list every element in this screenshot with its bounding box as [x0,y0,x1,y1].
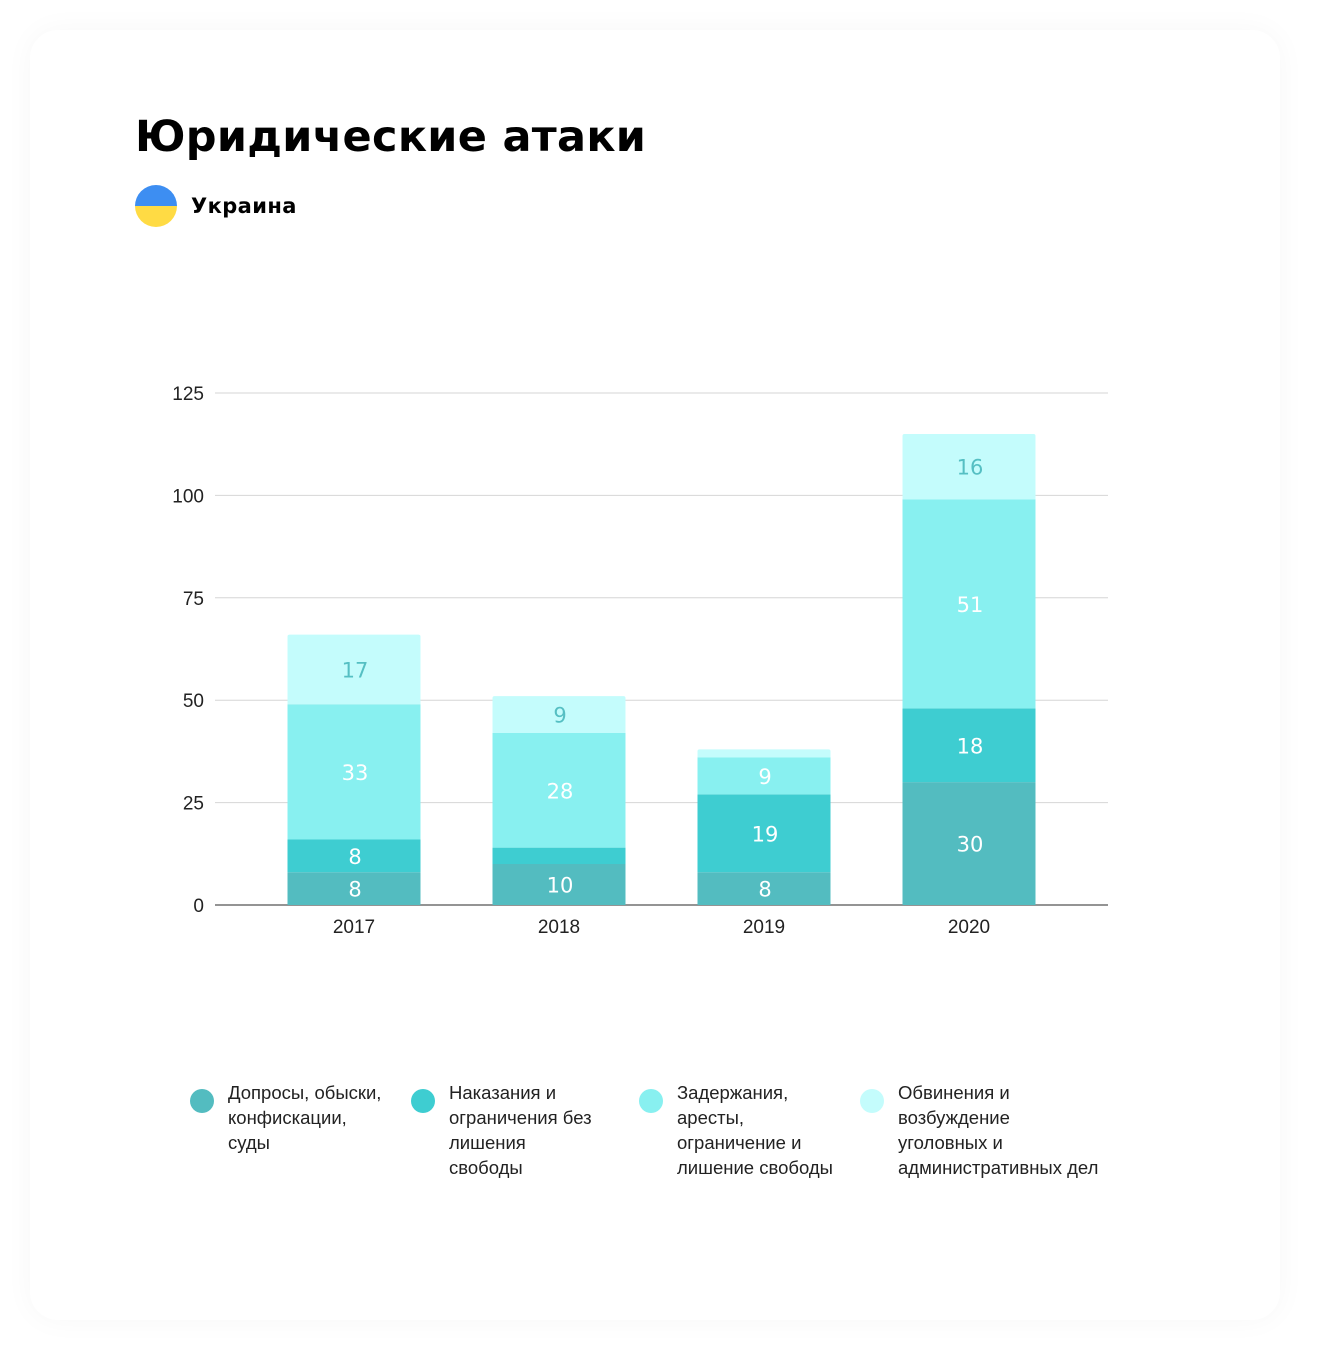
bar-segment [492,732,626,848]
data-label: 8 [758,878,771,902]
bars [287,433,1036,905]
legend-label: Задержания, аресты, ограничение и лишени… [677,1082,833,1178]
data-labels: 8 8 33 17 10 28 9 8 19 9 30 18 51 16 [342,456,984,902]
x-tick-label: 2020 [948,917,990,938]
data-label: 18 [957,734,984,758]
x-axis-ticks: 2017 2018 2019 2020 [333,917,990,938]
x-tick-label: 2018 [538,917,580,938]
bar-segment [902,499,1036,709]
data-label: 8 [348,845,361,869]
y-tick-label: 75 [183,589,204,610]
data-label: 9 [758,765,771,789]
bar-segment [902,433,1036,500]
data-label: 17 [342,658,369,682]
chart-legend: Допросы, обыски, конфискации, суды Наказа… [0,1080,1323,1200]
bar-segment [697,757,831,795]
y-axis-ticks: 0 25 50 75 100 125 [172,384,204,917]
data-label: 10 [547,874,574,898]
data-label: 16 [957,456,984,480]
legend-label: Допросы, обыски, конфискации, суды [228,1082,382,1153]
ukraine-flag-icon [135,185,177,227]
country-indicator: Украина [135,185,297,227]
data-label: 28 [547,779,574,803]
legend-swatch [860,1089,884,1113]
data-label: 8 [348,878,361,902]
legend-item: Задержания, аресты, ограничение и лишени… [639,1080,833,1180]
bar-segment [492,696,626,733]
stacked-bar-chart: 0 25 50 75 100 125 8 8 33 17 10 28 9 8 19 9 30 18 51 16 20… [172,384,1108,938]
data-label: 9 [553,704,566,728]
legend-item: Обвинения и возбуждение уголовных и адми… [860,1080,1098,1180]
data-label: 51 [957,593,984,617]
x-tick-label: 2017 [333,917,375,938]
x-tick-label: 2019 [743,917,785,938]
data-label: 19 [752,822,779,846]
legend-label: Обвинения и возбуждение уголовных и адми… [898,1082,1099,1178]
y-tick-label: 50 [183,691,204,712]
flag-bottom-stripe [135,206,177,227]
legend-item: Наказания и ограничения без лишения своб… [411,1080,592,1180]
legend-swatch [411,1089,435,1113]
legend-swatch [190,1089,214,1113]
data-label: 30 [957,833,984,857]
bar-segment [287,704,421,840]
flag-top-stripe [135,185,177,206]
bar-segment [287,839,421,873]
bar-segment [287,872,421,905]
bar-segment [697,872,831,905]
bar-segment [492,864,626,905]
y-tick-label: 100 [172,486,204,507]
legend-item: Допросы, обыски, конфискации, суды [190,1080,381,1155]
bar-segment [697,794,831,873]
legend-label: Наказания и ограничения без лишения своб… [449,1082,592,1178]
bar-segment [697,749,831,758]
y-tick-label: 125 [172,384,204,405]
bar-segment [902,708,1036,783]
legend-swatch [639,1089,663,1113]
country-name: Украина [191,194,297,218]
chart-title: Юридические атаки [135,112,647,162]
y-tick-label: 25 [183,794,204,815]
data-label: 33 [342,761,369,785]
y-tick-label: 0 [193,896,204,917]
bar-segment [287,634,421,705]
bar-segment [902,782,1036,905]
bar-segment [492,847,626,865]
